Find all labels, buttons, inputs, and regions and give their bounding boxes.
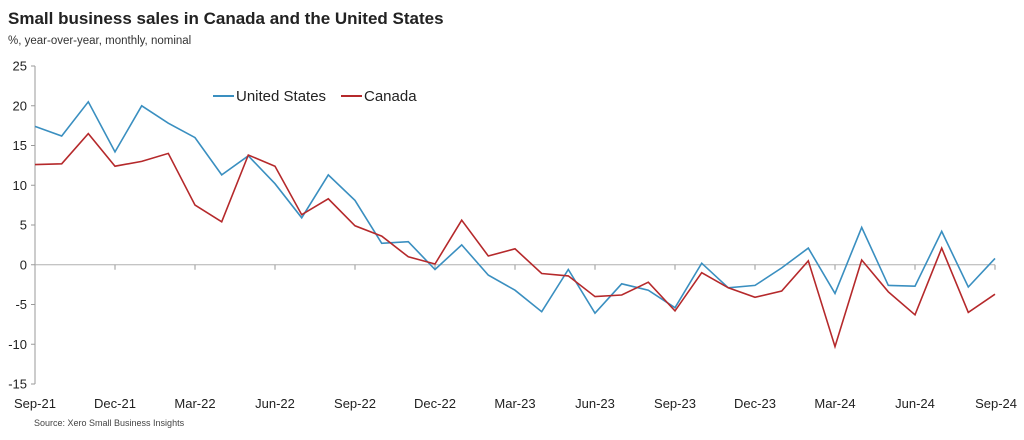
x-tick-label: Mar-22 <box>174 396 215 411</box>
y-tick-label: -5 <box>15 297 27 312</box>
x-tick-label: Dec-23 <box>734 396 776 411</box>
x-tick-label: Dec-22 <box>414 396 456 411</box>
source-note: Source: Xero Small Business Insights <box>34 418 185 428</box>
x-tick-label: Dec-21 <box>94 396 136 411</box>
x-tick-label: Jun-23 <box>575 396 615 411</box>
x-tick-label: Sep-24 <box>975 396 1017 411</box>
x-tick-label: Sep-22 <box>334 396 376 411</box>
x-tick-label: Sep-23 <box>654 396 696 411</box>
x-tick-label: Mar-23 <box>494 396 535 411</box>
x-tick-label: Sep-21 <box>14 396 56 411</box>
y-tick-label: 15 <box>13 138 27 153</box>
x-tick-label: Jun-24 <box>895 396 935 411</box>
chart-title: Small business sales in Canada and the U… <box>8 9 444 28</box>
y-tick-label: 25 <box>13 59 27 74</box>
legend-label-united-states: United States <box>236 88 326 105</box>
x-tick-label: Jun-22 <box>255 396 295 411</box>
y-tick-label: 0 <box>20 257 27 272</box>
series-line-united-states <box>34 100 996 315</box>
y-tick-label: -10 <box>8 337 27 352</box>
series-line-canada <box>34 132 996 350</box>
legend-label-canada: Canada <box>364 88 417 105</box>
x-tick-label: Mar-24 <box>814 396 855 411</box>
y-tick-label: 10 <box>13 178 27 193</box>
y-tick-label: -15 <box>8 377 27 392</box>
y-tick-label: 20 <box>13 98 27 113</box>
chart-subtitle: %, year-over-year, monthly, nominal <box>8 35 192 47</box>
y-tick-label: 5 <box>20 218 27 233</box>
